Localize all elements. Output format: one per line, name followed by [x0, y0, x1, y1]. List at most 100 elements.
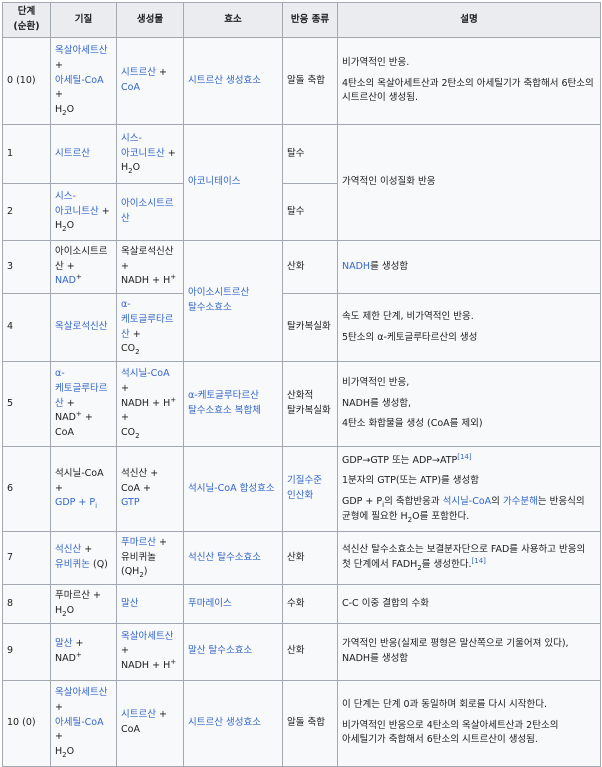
- term-link[interactable]: NAD: [55, 275, 76, 287]
- term-link[interactable]: 말산: [121, 597, 139, 609]
- term-link[interactable]: [14]: [457, 452, 472, 461]
- term-link[interactable]: CoA: [121, 82, 140, 93]
- term-link[interactable]: 아코니테이스: [188, 176, 241, 188]
- cell-text: 산화: [287, 551, 305, 563]
- description-line: 석신산 탈수소효소는 보결분자단으로 FAD를 사용하고 반응의 첫 단계에서 …: [342, 543, 596, 572]
- term-link[interactable]: α-케토글루타르산 탈수소효소 복합체: [188, 390, 261, 417]
- cell-text: +: [63, 397, 75, 409]
- cell-text: +: [155, 537, 167, 549]
- cell-text: +: [121, 645, 129, 657]
- substrate-cell: 옥살아세트산 + 아세틸-CoA + H2O: [50, 37, 117, 125]
- term-link[interactable]: 시트르산 생성효소: [188, 716, 261, 728]
- description-cell: NADH를 생성함: [337, 239, 601, 295]
- cell-text: O: [66, 220, 75, 232]
- description-cell: 가역적인 이성질화 반응: [337, 124, 601, 241]
- description-line: 4탄소의 옥살아세트산과 2탄소의 아세틸기가 축합해서 6탄소의 시트르산이 …: [342, 77, 596, 106]
- cell-text: NADH + H: [121, 659, 171, 671]
- substrate-cell: α-케토글루타르산 + NAD+ + CoA: [50, 361, 117, 448]
- table-row: 5 α-케토글루타르산 + NAD+ + CoA 석시닐-CoA + NADH …: [2, 361, 601, 448]
- term-link[interactable]: 유비퀴논: [55, 559, 90, 571]
- term-link[interactable]: 가수분해: [502, 496, 538, 508]
- cell-text: +: [155, 709, 167, 721]
- cell-text: 2: [135, 432, 140, 440]
- reaction-type-cell: 수화: [282, 584, 338, 624]
- term-link[interactable]: GDP + P: [55, 497, 96, 509]
- product-cell: 아이소시트르산: [116, 183, 184, 241]
- term-link[interactable]: 말산: [55, 637, 73, 649]
- description-cell: 속도 제한 단계, 비가역적인 반응. 5탄소의 α-케토글루타르산의 생성: [337, 293, 601, 363]
- product-cell: 석시닐-CoA + NADH + H+ + CO2: [116, 361, 184, 448]
- term-link[interactable]: 말산 탈수소효소: [188, 645, 253, 657]
- cell-text: NADH + H: [121, 397, 171, 409]
- term-link[interactable]: 아세틸-CoA: [55, 716, 104, 728]
- step-cell: 2: [2, 183, 51, 241]
- term-link[interactable]: 옥살아세트산: [55, 45, 108, 57]
- cell-text: 산화: [287, 260, 305, 272]
- term-link[interactable]: 시트르산: [121, 709, 156, 721]
- term-link[interactable]: 아세틸-CoA: [55, 74, 104, 86]
- enzyme-cell: 석시닐-CoA 합성효소: [183, 446, 283, 533]
- enzyme-cell: 시트르산 생성효소: [183, 679, 283, 767]
- cell-text: +: [81, 544, 93, 556]
- term-link[interactable]: i: [95, 502, 98, 511]
- step-cell: 3: [2, 239, 51, 295]
- cell-text: GDP→GTP 또는 ADP→ATP: [342, 454, 458, 466]
- cell-text: 2: [407, 515, 413, 524]
- cell-text: +: [121, 412, 129, 424]
- table-row: 9 말산 + NAD+ 옥살아세트산 + NADH + H+ 말산 탈수소효소 …: [2, 622, 601, 681]
- term-link[interactable]: 옥살아세트산: [55, 687, 108, 699]
- term-link[interactable]: 아이소시트르산 탈수소효소: [188, 287, 250, 314]
- cell-text: 를 생성함: [370, 260, 409, 272]
- cell-text: 옥살로석신산 +: [121, 246, 174, 272]
- term-link[interactable]: α-케토글루타르산: [55, 368, 108, 409]
- term-link[interactable]: 푸마레이스: [188, 597, 232, 609]
- term-link[interactable]: 푸마르산: [121, 537, 156, 549]
- cell-text: +: [155, 67, 167, 79]
- term-link[interactable]: 시트르산: [121, 67, 156, 79]
- substrate-cell: 말산 + NAD+: [50, 622, 117, 681]
- term-link[interactable]: α-케토글루타르산: [121, 299, 174, 340]
- term-link[interactable]: 석신산 탈수소효소: [188, 551, 261, 563]
- cell-text: 비가역적인 반응.: [342, 56, 410, 68]
- description-cell: 가역적인 반응(실제로 평형은 말산쪽으로 기울어져 있다), NADH를 생성…: [337, 622, 601, 681]
- substrate-cell: 시트르산: [50, 124, 117, 184]
- table-row: 8 푸마르산 + H2O 말산 푸마레이스 수화 C-C 이중 결합의 수화: [2, 584, 601, 624]
- cell-text: 2: [417, 564, 422, 572]
- cell-text: 의 축합반응과: [384, 496, 443, 508]
- term-link[interactable]: 석시닐-CoA: [121, 368, 170, 380]
- product-cell: 시스-아코니트산 + H2O: [116, 124, 184, 184]
- description-cell: C-C 이중 결합의 수화: [337, 584, 601, 624]
- term-link[interactable]: NADH: [342, 260, 371, 272]
- substrate-cell: 옥살아세트산 + 아세틸-CoA + H2O: [50, 679, 117, 767]
- term-link[interactable]: 시스-아코니트산: [55, 190, 99, 217]
- term-link[interactable]: 시트르산: [55, 147, 90, 159]
- description-line: NADH를 생성함,: [342, 397, 596, 412]
- cell-text: CO: [121, 343, 136, 355]
- table-row: 3 아이소시트르산 + NAD+ 옥살로석신산 + NADH + H+ 아이소시…: [2, 239, 601, 363]
- term-link[interactable]: 옥살아세트산: [121, 630, 174, 642]
- term-link[interactable]: 석신산: [55, 544, 82, 556]
- term-link[interactable]: 석시닐-CoA 합성효소: [188, 482, 275, 494]
- term-link[interactable]: 시트르산 생성효소: [188, 74, 261, 86]
- cell-text: +: [72, 637, 84, 649]
- term-link[interactable]: 석시닐-CoA: [442, 496, 492, 508]
- cell-text: O: [66, 604, 75, 616]
- cell-text: CO: [121, 427, 136, 439]
- description-line: 비가역적인 반응,: [342, 376, 596, 391]
- step-cell: 0 (10): [2, 37, 51, 125]
- substrate-cell: 석신산 + 유비퀴논 (Q): [50, 531, 117, 586]
- term-link[interactable]: GTP: [121, 497, 140, 509]
- cell-text: +: [55, 59, 63, 71]
- term-link[interactable]: [14]: [471, 556, 486, 565]
- cell-text: 를 생성한다.: [421, 559, 472, 571]
- term-link[interactable]: 시스-아코니트산: [121, 132, 165, 159]
- term-link[interactable]: 옥살로석신산: [55, 321, 108, 333]
- cell-text: NADH + H: [121, 275, 171, 287]
- header-description: 설명: [337, 2, 601, 38]
- cell-text: +: [75, 410, 82, 419]
- cell-text: +: [55, 702, 63, 714]
- term-link[interactable]: 기질수준 인산화: [287, 475, 322, 502]
- term-link[interactable]: 아이소시트르산: [121, 198, 174, 224]
- step-cell: 1: [2, 124, 51, 184]
